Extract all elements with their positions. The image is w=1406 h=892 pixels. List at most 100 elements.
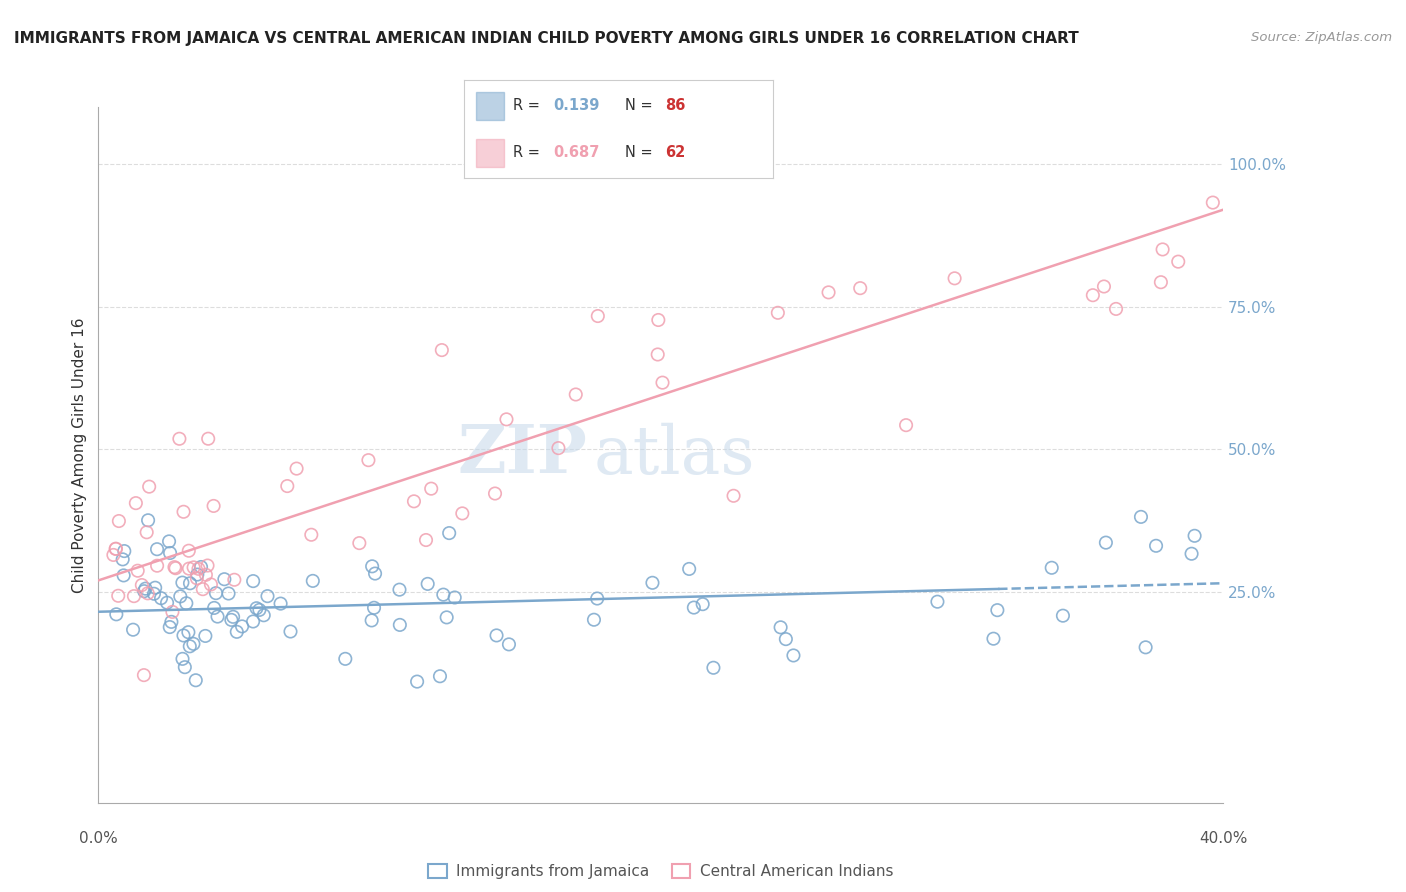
Point — [160, 615, 183, 629]
Point — [159, 546, 181, 560]
Text: IMMIGRANTS FROM JAMAICA VS CENTRAL AMERICAN INDIAN CHILD POVERTY AMONG GIRLS UND: IMMIGRANTS FROM JAMAICA VS CENTRAL AMERI… — [14, 31, 1078, 46]
Point — [107, 589, 129, 603]
FancyBboxPatch shape — [477, 92, 505, 120]
Point — [256, 589, 278, 603]
Point — [225, 624, 247, 639]
Point — [451, 507, 474, 521]
Point — [108, 514, 131, 528]
Point — [112, 568, 135, 582]
Point — [692, 597, 714, 611]
Point — [136, 513, 159, 527]
Point — [159, 620, 181, 634]
Legend: Immigrants from Jamaica, Central American Indians: Immigrants from Jamaica, Central America… — [422, 858, 900, 886]
Point — [420, 482, 443, 496]
Point — [1081, 288, 1104, 302]
Point — [280, 624, 302, 639]
Point — [179, 640, 201, 654]
Point — [986, 603, 1008, 617]
Point — [361, 559, 384, 574]
Point — [1092, 279, 1115, 293]
Text: atlas: atlas — [593, 422, 755, 488]
Point — [173, 660, 195, 674]
Point — [1135, 640, 1157, 655]
Point — [173, 505, 195, 519]
Point — [111, 552, 134, 566]
Point — [437, 526, 460, 541]
Point — [138, 480, 160, 494]
Point — [415, 533, 437, 547]
Point — [641, 575, 664, 590]
Point — [249, 603, 271, 617]
Point — [1105, 301, 1128, 316]
Point — [131, 578, 153, 592]
Point — [165, 561, 187, 575]
FancyBboxPatch shape — [477, 139, 505, 167]
Point — [202, 601, 225, 615]
Point — [172, 652, 194, 666]
Point — [766, 306, 789, 320]
Point — [127, 564, 149, 578]
Point — [349, 536, 371, 550]
Point — [202, 499, 225, 513]
Point — [222, 610, 245, 624]
Point — [112, 544, 135, 558]
Point — [402, 494, 425, 508]
Point — [1202, 195, 1225, 210]
Point — [143, 581, 166, 595]
Point — [429, 669, 451, 683]
Point — [299, 527, 322, 541]
Point — [104, 541, 127, 556]
Text: R =: R = — [513, 98, 546, 113]
Point — [894, 418, 917, 433]
Point — [775, 632, 797, 646]
Point — [484, 486, 506, 500]
Point — [187, 562, 209, 576]
Point — [190, 560, 212, 574]
Point — [416, 577, 439, 591]
Point — [157, 534, 180, 549]
Text: 62: 62 — [665, 145, 685, 161]
Point — [586, 591, 609, 606]
Point — [194, 629, 217, 643]
Point — [162, 605, 184, 619]
Point — [231, 619, 253, 633]
Point — [651, 376, 673, 390]
Point — [183, 560, 205, 574]
Point — [1040, 561, 1063, 575]
Text: 0.687: 0.687 — [554, 145, 600, 161]
Point — [363, 600, 385, 615]
Point — [270, 597, 292, 611]
Point — [200, 577, 222, 591]
Point — [769, 620, 792, 634]
Point — [125, 496, 148, 510]
Point — [135, 525, 157, 540]
Point — [1180, 547, 1202, 561]
Point — [364, 566, 387, 581]
Point — [723, 489, 745, 503]
Point — [122, 623, 145, 637]
Point — [647, 313, 669, 327]
Point — [173, 628, 195, 642]
Text: N =: N = — [624, 98, 657, 113]
Point — [104, 541, 127, 556]
Point — [782, 648, 804, 663]
Text: N =: N = — [624, 145, 657, 161]
Point — [1184, 529, 1206, 543]
Point — [186, 571, 208, 585]
Point — [485, 628, 508, 642]
Point — [169, 590, 191, 604]
Point — [276, 479, 298, 493]
Point — [134, 582, 156, 596]
Y-axis label: Child Poverty Among Girls Under 16: Child Poverty Among Girls Under 16 — [72, 318, 87, 592]
Point — [177, 561, 200, 575]
Point — [983, 632, 1005, 646]
Point — [432, 588, 454, 602]
Text: 0.139: 0.139 — [554, 98, 600, 113]
Point — [430, 343, 453, 357]
Point — [197, 558, 219, 573]
Point — [582, 613, 605, 627]
Point — [406, 674, 429, 689]
Point — [1129, 509, 1152, 524]
Point — [177, 543, 200, 558]
Point — [122, 589, 145, 603]
